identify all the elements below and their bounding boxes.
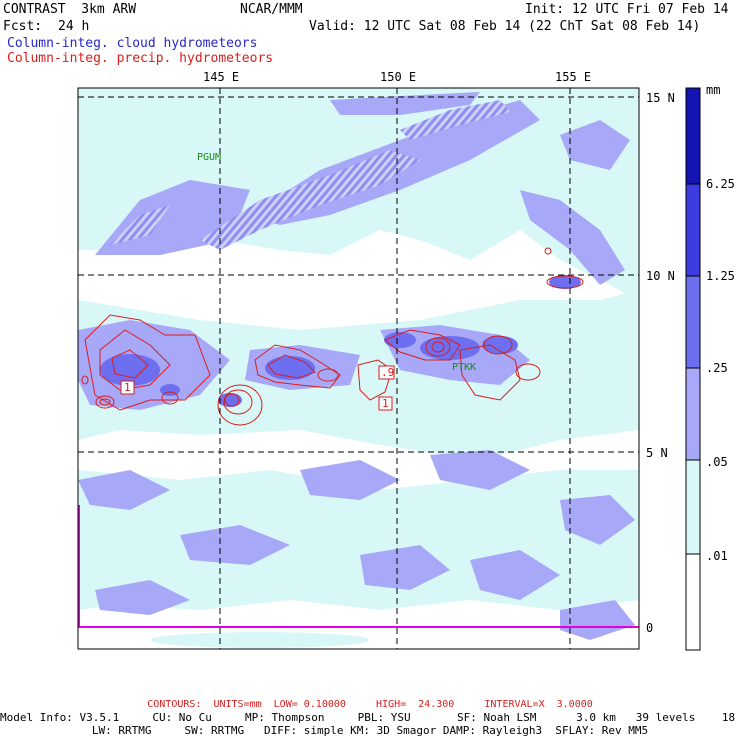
colorbar-level: .25 xyxy=(706,361,728,375)
contour-label: 1 xyxy=(382,397,389,410)
colorbar-segment xyxy=(685,367,701,461)
init-time: Init: 12 UTC Fri 07 Feb 14 xyxy=(525,2,729,17)
latitude-label: 10 N xyxy=(646,269,675,283)
contours-info: CONTOURS: UNITS=mm LOW= 0.10000 HIGH= 24… xyxy=(147,699,593,710)
colorbar-segment xyxy=(685,459,701,555)
colorbar-segment xyxy=(685,275,701,369)
cloud-striped-field xyxy=(110,100,510,250)
colorbar-segment xyxy=(685,553,701,651)
colorbar-level: 1.25 xyxy=(706,269,735,283)
graticule xyxy=(78,88,639,649)
contour-label-box xyxy=(378,365,395,380)
product-title: CONTRAST 3km ARW xyxy=(3,2,137,17)
longitude-label: 150 E xyxy=(380,70,417,84)
colorbar-segment xyxy=(685,183,701,277)
organization-label: NCAR/MMM xyxy=(240,2,303,17)
precip-contours xyxy=(81,247,584,426)
map-frame xyxy=(77,87,640,650)
colorbar-segment xyxy=(685,87,701,185)
colorbar-unit: mm xyxy=(706,83,721,97)
longitude-label: 145 E xyxy=(203,70,240,84)
colorbar-level: .05 xyxy=(706,455,728,469)
contour-label-box xyxy=(120,380,135,395)
model-info-line2: LW: RRTMG SW: RRTMG DIFF: simple KM: 3D … xyxy=(91,724,649,737)
forecast-label: Fcst: xyxy=(3,19,43,34)
legend-precip-hydrometeors: Column-integ. precip. hydrometeors xyxy=(7,51,274,66)
station-label-ptkk: PTKK xyxy=(452,362,477,373)
contour-label: .9 xyxy=(381,366,395,379)
forecast-hour: 24 h xyxy=(58,19,90,34)
legend-cloud-hydrometeors: Column-integ. cloud hydrometeors xyxy=(7,36,258,51)
latitude-label: 0 xyxy=(646,621,654,635)
colorbar-level: 6.25 xyxy=(706,177,735,191)
valid-time: Valid: 12 UTC Sat 08 Feb 14 (22 ChT Sat … xyxy=(309,19,701,34)
contour-label-box xyxy=(378,396,393,411)
map-area xyxy=(77,87,640,650)
colorbar-level: .01 xyxy=(706,549,728,563)
model-info-line1: Model Info: V3.5.1 CU: No Cu MP: Thompso… xyxy=(0,711,740,724)
latitude-label: 5 N xyxy=(646,446,668,460)
colorbar xyxy=(685,87,701,651)
longitude-label: 155 E xyxy=(555,70,592,84)
latitude-label: 15 N xyxy=(646,91,675,105)
contour-label: 1 xyxy=(124,381,131,394)
station-label-pgum: PGUM xyxy=(197,152,222,163)
